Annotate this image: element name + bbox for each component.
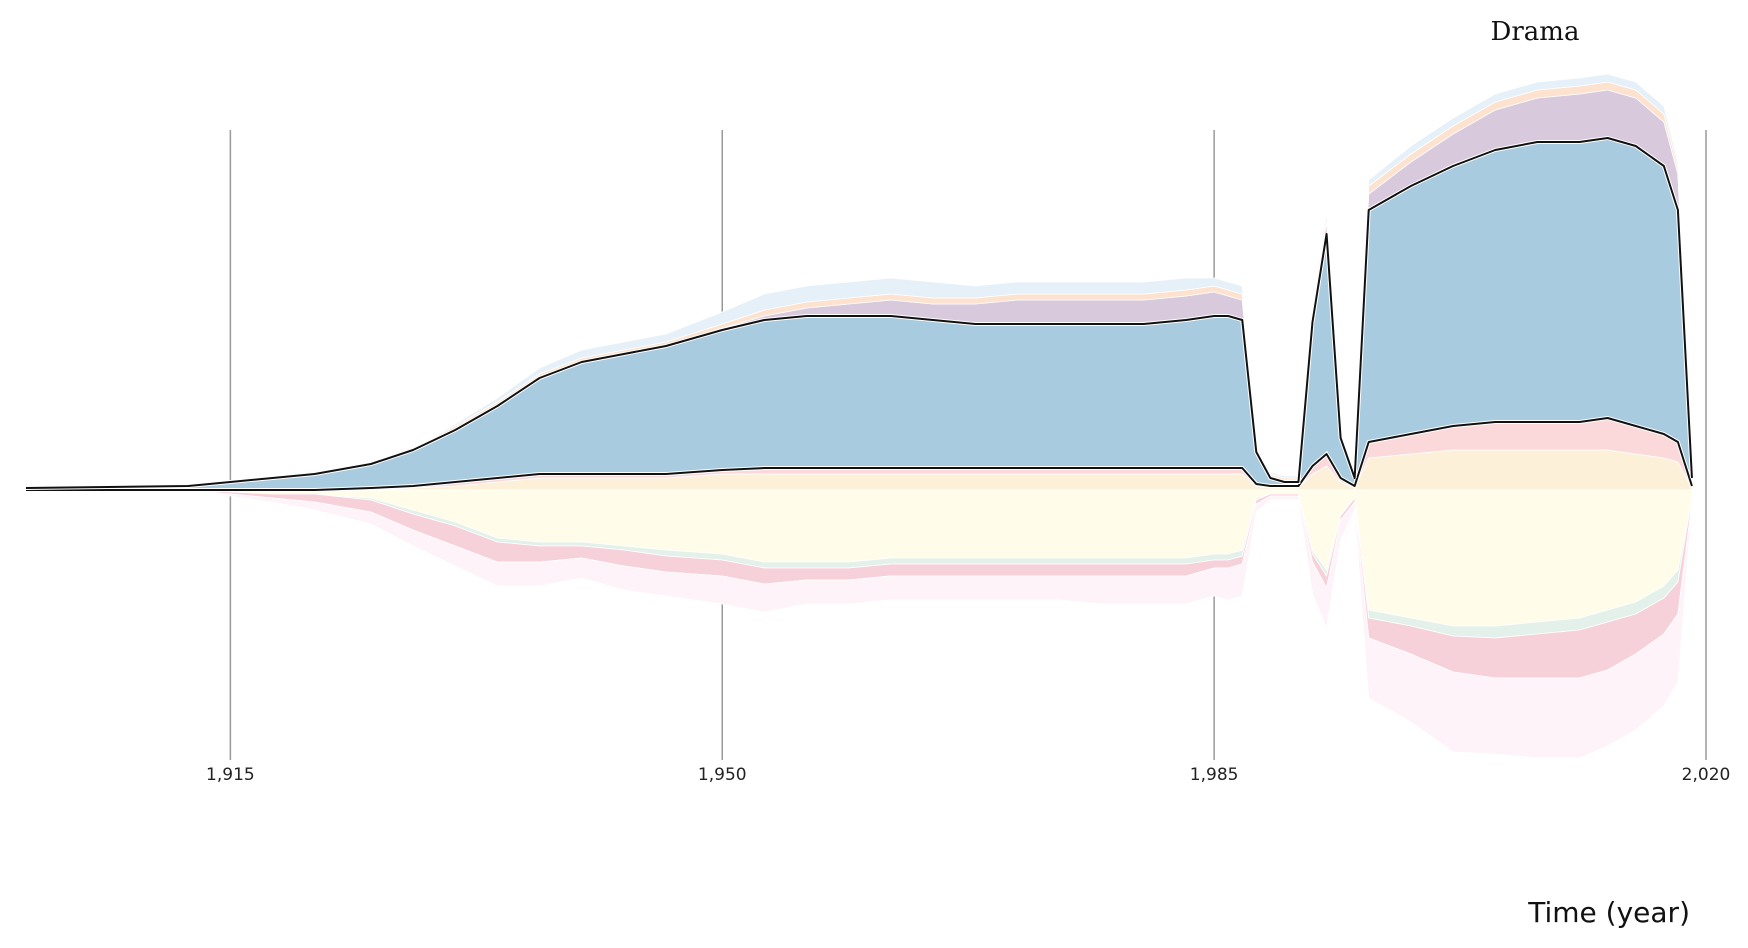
stream-layer-below-3 [26,489,1693,759]
highlight-outline [25,135,1694,492]
x-tick-labels: 1,915 1,950 1,985 2,020 [206,765,1730,785]
x-tick-label: 1,985 [1190,765,1239,785]
x-tick-label: 1,915 [206,765,255,785]
x-tick-label: 1,950 [698,765,747,785]
x-axis-title: Time (year) [1527,896,1690,929]
highlight-edge-lower [26,417,1693,491]
stream-layer-below-0 [26,489,1693,627]
x-tick-label: 2,020 [1682,765,1731,785]
stream-layers [25,73,1693,759]
chart-title: Drama [1491,17,1580,47]
highlight-edge-upper [25,137,1693,489]
